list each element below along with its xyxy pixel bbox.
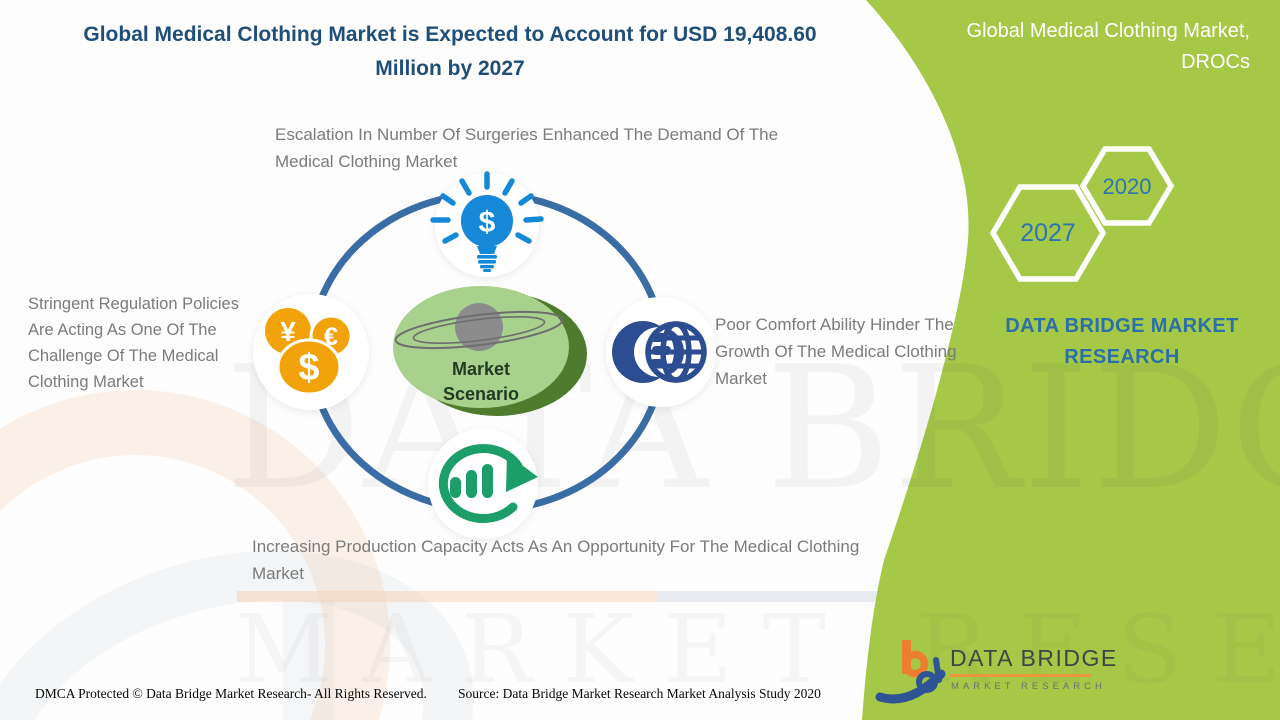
market-scenario-bubble: Market Scenario [393, 286, 587, 416]
hand-globe-icon [612, 321, 707, 383]
dbmr-logo-name: DATA BRIDGE [950, 645, 1118, 671]
footer-source: Source: Data Bridge Market Research Mark… [458, 686, 821, 701]
dbmr-logo-tagline: MARKET RESEARCH [951, 681, 1106, 692]
watermark-text-market-research: MARKET RESEARCH [235, 595, 1280, 705]
page-title-line1: Global Medical Clothing Market is Expect… [83, 23, 817, 46]
dbmr-logo-rule [950, 674, 1092, 677]
dollar-coin-glyph: $ [298, 347, 319, 389]
hexagon-2027 [989, 184, 1107, 282]
brand-name: DATA BRIDGE MARKET RESEARCH [1005, 315, 1239, 368]
dollar-bulb-icon: $ [430, 171, 544, 272]
watermark-band-orange [237, 591, 657, 602]
side-panel-shape [862, 0, 1280, 720]
production-growth-icon [438, 444, 538, 523]
side-panel-title: Global Medical Clothing Market, DROCs [966, 20, 1250, 73]
yen-coin-glyph: ¥ [280, 316, 296, 347]
label-restraint: Poor Comfort Ability Hinder The Growth O… [715, 315, 957, 388]
page-title: Global Medical Clothing Market is Expect… [0, 18, 900, 86]
bulb-rays [430, 171, 544, 244]
market-scenario-label-line2: Scenario [443, 384, 519, 404]
footer-dmca: DMCA Protected © Data Bridge Market Rese… [35, 686, 427, 701]
market-scenario-label-line1: Market [452, 359, 510, 379]
label-challenge: Stringent Regulation Policies Are Acting… [28, 295, 239, 391]
label-driver: Escalation In Number Of Surgeries Enhanc… [275, 125, 779, 171]
hexagon-2027-label: 2027 [1020, 219, 1076, 247]
dbmr-logo-icon [875, 640, 946, 704]
hexagon-2020 [1079, 146, 1175, 226]
hexagon-2020-label: 2020 [1102, 174, 1152, 199]
currency-coins-icon: ¥ € $ [265, 308, 353, 396]
page-title-line2: Million by 2027 [375, 57, 525, 80]
label-opportunity: Increasing Production Capacity Acts As A… [252, 537, 860, 583]
bulb-dollar-glyph: $ [479, 206, 496, 239]
watermark-band-blue [657, 591, 905, 602]
watermark-logo-column [283, 600, 333, 720]
saturn-icon [394, 303, 564, 351]
